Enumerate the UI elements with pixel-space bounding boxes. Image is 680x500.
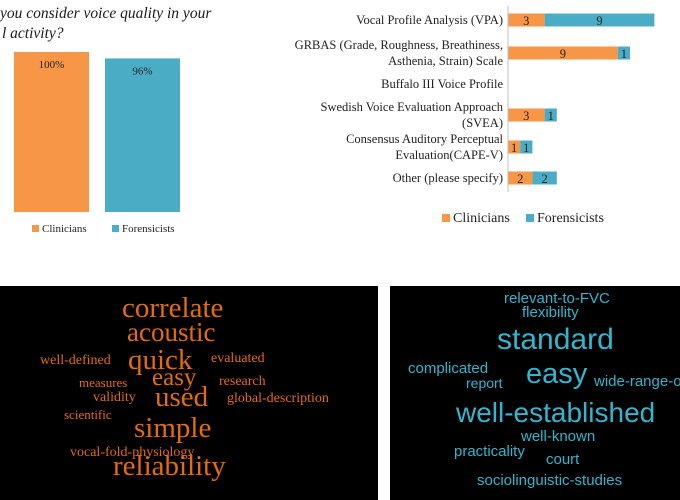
bar-value-label: 96% [132, 65, 152, 77]
legend-swatch-clinicians [32, 225, 39, 232]
bar-segment-forensicists [544, 13, 655, 27]
forensicists-word-cloud: relevant-to-FVC flexibility standard compli… [390, 286, 680, 500]
bar-segment-value: 1 [511, 141, 517, 155]
bar-segment-value: 1 [621, 47, 627, 61]
clinicians-word-cloud: correlate acoustic quick well-defined evalua… [0, 286, 378, 500]
bar-segment-value: 2 [517, 172, 523, 186]
word-practicality: practicality [454, 443, 525, 460]
bar-segment-forensicists [544, 108, 557, 122]
bar-segment-value: 1 [523, 141, 529, 155]
word-easy: easy [526, 358, 588, 390]
bar-segment-clinicians [508, 108, 545, 122]
legend-swatch-clinicians [442, 214, 450, 222]
word-reliability: reliability [113, 450, 226, 482]
bar-segment-forensicists [617, 46, 630, 60]
word-quick: quick [128, 344, 193, 376]
word-used: used [155, 381, 209, 413]
word-court: court [546, 451, 580, 468]
bar-segment-value: 9 [560, 47, 566, 61]
bar-segment-value: 9 [596, 14, 602, 28]
word-acoustic: acoustic [127, 317, 216, 347]
legend-swatch-forensicists [526, 214, 534, 222]
voice-profile-stacked-bar-chart: Vocal Profile Analysis (VPA) 3 9 GRBAS (Gra… [295, 6, 655, 226]
word-wide-range-of: wide-range-of- [594, 373, 680, 390]
bar-forensicists [105, 58, 180, 213]
word-vocal-fold-physiology: vocal-fold-physiology [70, 445, 195, 460]
category-label: GRBAS (Grade, Roughness, Breathiness, [295, 38, 503, 52]
word-research: research [219, 374, 266, 389]
word-relevant-to-fvc: relevant-to-FVC [504, 290, 610, 307]
word-evaluated: evaluated [211, 351, 265, 366]
category-label: (SVEA) [462, 116, 503, 130]
bar-segment-value: 3 [523, 109, 529, 123]
bar-segment-clinicians [508, 171, 533, 185]
word-correlate: correlate [122, 292, 224, 324]
category-label: Buffalo III Voice Profile [381, 77, 503, 91]
bar-segment-clinicians [508, 46, 618, 60]
bar-clinicians [14, 52, 89, 212]
word-sociolinguistic-studies: sociolinguistic-studies [477, 472, 623, 489]
bar-segment-forensicists [532, 171, 557, 185]
voice-quality-bar-chart: 100% 96% Clinicians Forensicists [14, 52, 180, 235]
legend-label-forensicists: Forensicists [537, 211, 604, 226]
bar-segment-value: 1 [548, 109, 554, 123]
category-label: Asthenia, Strain) Scale [388, 54, 503, 68]
bar-segment-forensicists [520, 140, 533, 154]
word-well-known: well-known [521, 428, 596, 445]
legend-label-clinicians: Clinicians [42, 223, 87, 235]
chart-1-title-line-2: l activity? [2, 25, 64, 42]
word-report: report [466, 375, 503, 391]
word-complicated: complicated [408, 360, 489, 377]
bar-segment-value: 3 [523, 14, 529, 28]
category-label: Other (please specify) [393, 171, 503, 185]
word-flexibility: flexibility [522, 304, 579, 321]
word-standard: standard [497, 323, 614, 356]
category-label: Swedish Voice Evaluation Approach [321, 100, 504, 114]
legend-label-forensicists: Forensicists [122, 223, 175, 235]
bar-value-label: 100% [39, 59, 65, 71]
chart-1-title-line-1: you consider voice quality in your [0, 5, 212, 22]
word-measures: measures [79, 375, 128, 390]
word-well-established: well-established [456, 397, 656, 428]
chart-1-title: you consider voice quality in your l act… [0, 4, 270, 44]
word-simple: simple [134, 412, 212, 444]
word-scientific: scientific [64, 407, 112, 422]
legend-label-clinicians: Clinicians [453, 211, 510, 226]
word-validity: validity [93, 390, 136, 405]
word-easy: easy [152, 364, 197, 391]
word-global-description: global-description [227, 391, 329, 406]
category-label: Vocal Profile Analysis (VPA) [356, 13, 503, 27]
bar-segment-clinicians [508, 140, 521, 154]
bar-segment-value: 2 [541, 172, 547, 186]
category-label: Consensus Auditory Perceptual [346, 132, 503, 146]
category-label: Evaluation(CAPE-V) [395, 148, 503, 162]
legend-swatch-forensicists [112, 225, 119, 232]
word-well-defined: well-defined [40, 353, 111, 368]
bar-segment-clinicians [508, 13, 545, 27]
